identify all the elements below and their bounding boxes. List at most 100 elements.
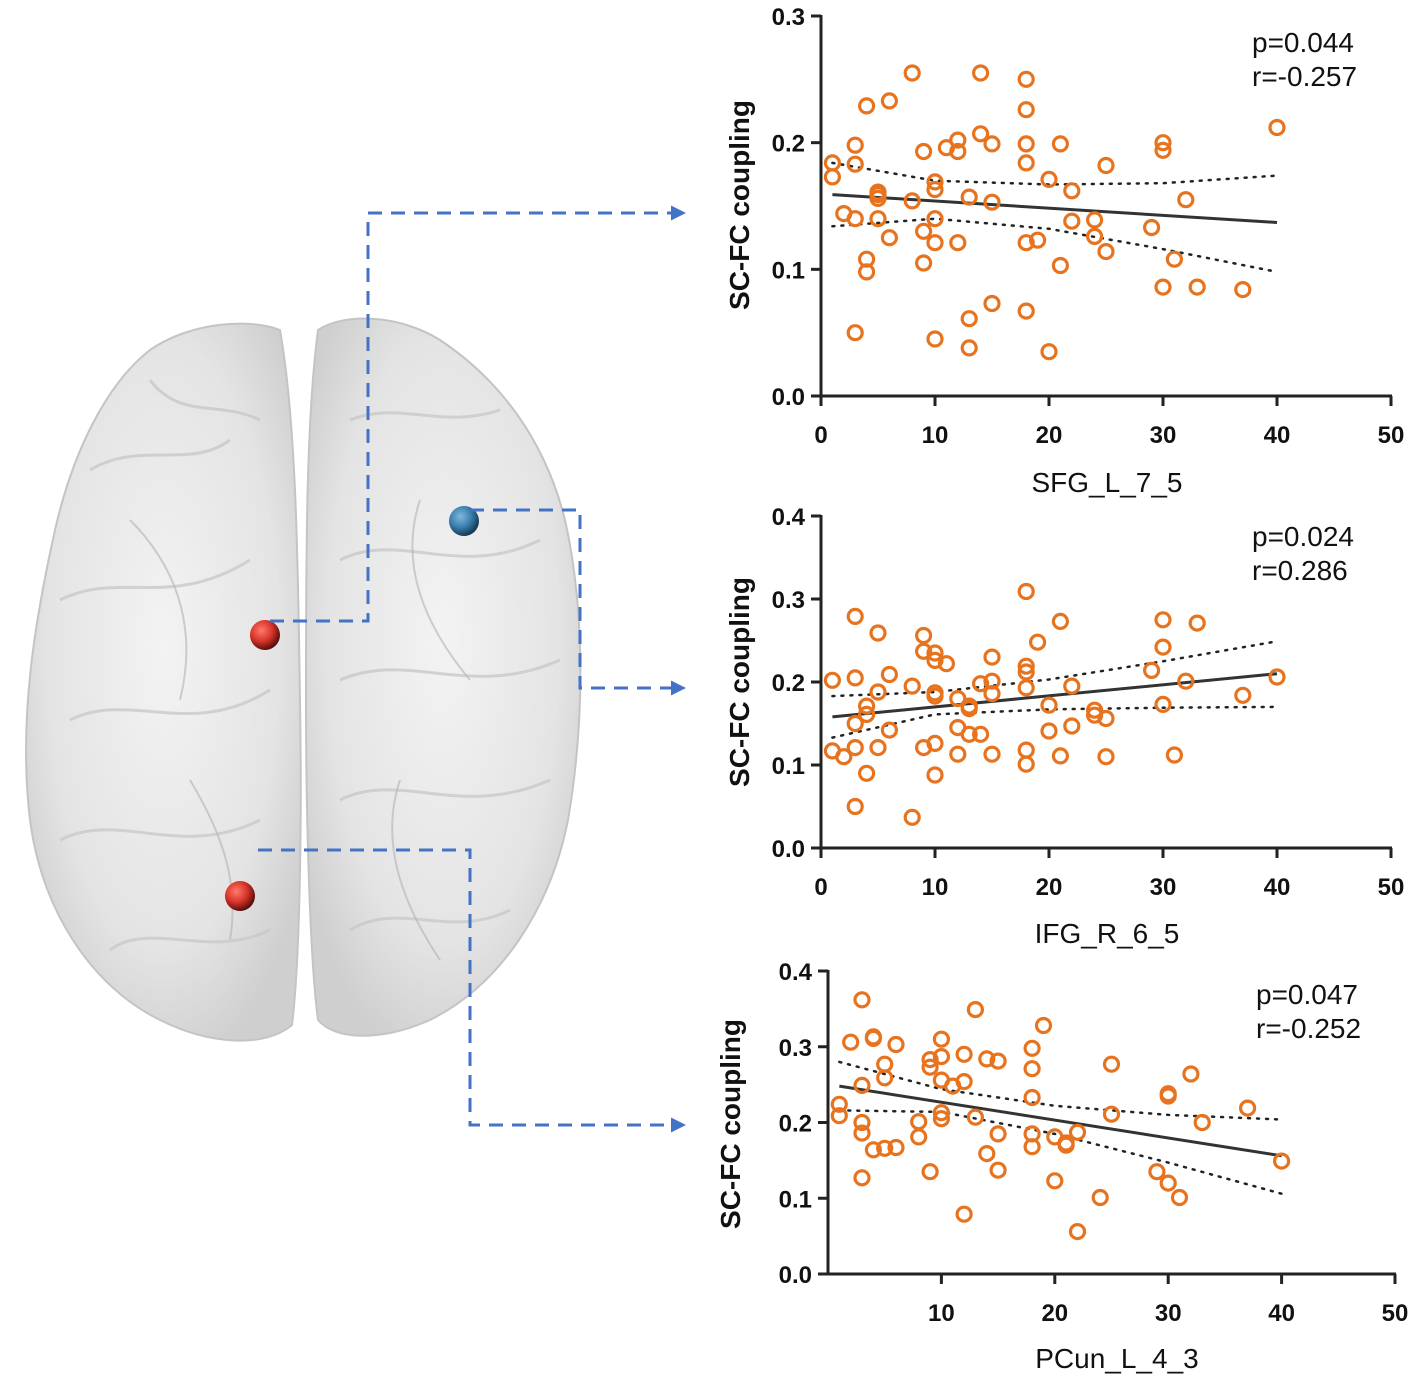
data-point	[1040, 170, 1058, 188]
data-point	[823, 168, 842, 186]
data-point	[846, 155, 864, 173]
data-point	[1085, 227, 1104, 245]
data-point	[1102, 1105, 1121, 1123]
data-point	[1023, 1060, 1041, 1078]
data-point	[1017, 657, 1035, 675]
connector-sfg	[270, 205, 686, 623]
data-point	[983, 684, 1001, 703]
data-point	[857, 263, 876, 281]
regression-line-group	[839, 1084, 1282, 1158]
data-point	[1154, 695, 1172, 714]
data-point	[1028, 633, 1047, 651]
data-point	[949, 689, 967, 708]
y-tick-label: 0.0	[772, 384, 805, 411]
data-point	[846, 607, 864, 626]
axes: 10 20 30 40 50 0.0 0.1 0.2 0.3 0.4	[779, 959, 1409, 1327]
data-point	[857, 764, 876, 782]
data-point	[1182, 1065, 1200, 1083]
data-point	[1017, 70, 1035, 88]
data-point	[914, 626, 933, 645]
data-point	[926, 766, 944, 784]
data-point	[823, 671, 842, 689]
data-points	[823, 582, 1286, 826]
data-point	[983, 745, 1001, 763]
data-point	[876, 1055, 894, 1073]
data-point	[853, 1113, 871, 1132]
gyri-texture	[59, 379, 561, 952]
data-point	[1154, 638, 1172, 656]
data-point	[926, 734, 944, 753]
data-point	[880, 665, 899, 684]
data-point	[1017, 101, 1035, 119]
data-point	[1102, 1055, 1121, 1073]
data-point	[880, 721, 899, 739]
data-point	[960, 725, 978, 743]
data-point	[1238, 1099, 1257, 1117]
regression-line	[832, 672, 1278, 719]
node-ifg-r	[449, 506, 479, 536]
ci-upper-line	[831, 640, 1279, 698]
regression-line-group	[832, 193, 1278, 224]
data-point	[857, 697, 876, 715]
data-point	[1154, 278, 1172, 296]
data-point	[971, 64, 990, 82]
data-point	[1085, 211, 1104, 229]
regression-line	[832, 193, 1278, 224]
x-tick-label: 20	[1036, 874, 1063, 901]
data-point	[926, 234, 944, 252]
data-point	[955, 1072, 973, 1091]
data-point	[835, 748, 853, 766]
x-tick-label: 30	[1150, 874, 1177, 901]
r-value-label: r=-0.257	[1252, 61, 1357, 92]
connector-pcun	[258, 848, 686, 1133]
data-point	[1148, 1163, 1166, 1181]
y-tick-label: 0.2	[772, 131, 805, 158]
x-axis-title: SFG_L_7_5	[1032, 467, 1183, 498]
y-tick-label: 0.4	[772, 504, 806, 531]
data-point	[1063, 182, 1081, 200]
p-value-label: p=0.047	[1256, 979, 1358, 1010]
x-tick-label: 50	[1382, 1300, 1409, 1327]
confidence-band	[838, 1060, 1283, 1195]
data-point	[869, 210, 887, 228]
data-point	[989, 1052, 1007, 1070]
axes: 0 10 20 30 40 50 0.0 0.1 0.2 0.3	[772, 4, 1405, 449]
p-value-label: p=0.044	[1252, 27, 1354, 58]
x-axis-title: IFG_R_6_5	[1035, 918, 1180, 949]
data-points	[830, 991, 1291, 1241]
data-point	[932, 1110, 951, 1128]
x-tick-label: 30	[1155, 1300, 1182, 1327]
data-point	[1051, 256, 1070, 275]
y-tick-label: 0.2	[772, 670, 805, 697]
data-point	[971, 125, 990, 143]
data-point	[1091, 1188, 1109, 1207]
x-tick-label: 20	[1041, 1300, 1068, 1327]
data-point	[846, 210, 864, 228]
x-tick-label: 0	[814, 422, 827, 449]
scatter-panel-ifg: 0 10 20 30 40 50 0.0 0.1 0.2 0.3 0.4 SC-FC couplin…	[724, 504, 1404, 949]
y-tick-label: 0.1	[772, 257, 805, 284]
ci-lower-line	[838, 1109, 1283, 1195]
data-point	[1023, 1039, 1041, 1057]
connector-ifg	[470, 508, 686, 696]
data-point	[1154, 141, 1172, 159]
data-point	[1097, 156, 1115, 175]
data-point	[926, 210, 944, 228]
data-point	[949, 745, 967, 763]
x-tick-label: 20	[1036, 422, 1063, 449]
data-point	[869, 738, 887, 757]
data-point	[926, 173, 944, 191]
y-axis-title: SC-FC coupling	[724, 577, 755, 787]
left-hemisphere	[25, 322, 302, 1042]
data-point	[914, 142, 933, 161]
ci-lower-line	[831, 217, 1279, 274]
r-value-label: r=-0.252	[1256, 1013, 1361, 1044]
y-tick-label: 0.3	[772, 4, 805, 31]
data-point	[1051, 135, 1070, 153]
data-point	[1017, 755, 1035, 773]
y-tick-label: 0.1	[772, 753, 805, 780]
data-point	[1159, 1174, 1177, 1192]
data-point	[1017, 582, 1035, 601]
data-point	[1272, 1152, 1291, 1170]
data-point	[1268, 118, 1286, 137]
